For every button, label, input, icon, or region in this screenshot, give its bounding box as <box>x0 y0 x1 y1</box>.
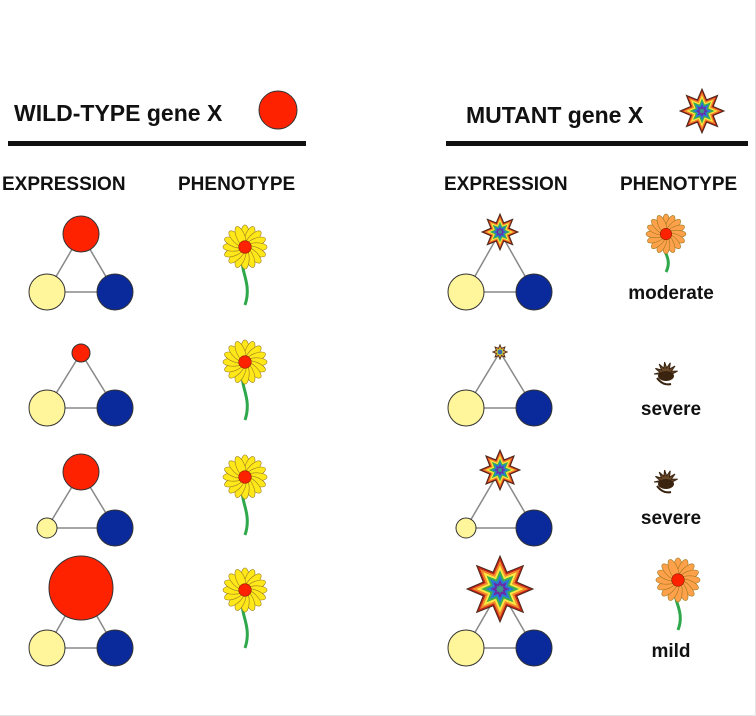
yellow-gene-node <box>28 273 66 311</box>
yellow-gene-node <box>28 629 66 667</box>
wild-flower-row3 <box>222 454 268 536</box>
mutant-network-row2 <box>447 343 553 427</box>
wild-network-row2 <box>28 343 134 427</box>
yellow-gene-node <box>36 517 58 539</box>
mutant-gene-x-star <box>465 554 535 624</box>
mutant-title: MUTANT gene X <box>466 102 644 128</box>
wild-flower-row1 <box>222 224 268 306</box>
mutant-flower-moderate <box>645 213 687 273</box>
wild-gene-x-node <box>62 453 100 491</box>
mutant-expression-header: EXPRESSION <box>444 174 568 195</box>
mutant-gene-x-star <box>478 448 522 492</box>
yellow-gene-node <box>447 389 485 427</box>
blue-gene-node <box>96 629 134 667</box>
wild-flower-row4 <box>222 567 268 649</box>
blue-gene-node <box>515 273 553 311</box>
wild-type-divider <box>8 141 306 146</box>
mutant-network-row4 <box>447 554 553 667</box>
wilted-petals <box>653 361 678 375</box>
flower-center <box>671 573 685 587</box>
severity-label-row1: moderate <box>628 283 714 304</box>
wild-flower-row2 <box>222 339 268 421</box>
flower-center <box>238 240 252 254</box>
wild-gene-x-node <box>48 555 114 621</box>
blue-gene-node <box>96 273 134 311</box>
yellow-gene-node <box>455 517 477 539</box>
wild-expression-header: EXPRESSION <box>2 174 126 195</box>
wild-type-gene-icon <box>258 90 298 130</box>
mutant-phenotype-header: PHENOTYPE <box>620 174 738 195</box>
wild-phenotype-header: PHENOTYPE <box>178 174 296 195</box>
blue-gene-node <box>515 389 553 427</box>
severity-label-row4: mild <box>651 641 691 662</box>
wild-network-row4 <box>28 555 134 667</box>
wild-gene-x-node <box>71 343 91 363</box>
blue-gene-node <box>515 509 553 547</box>
yellow-gene-node <box>447 629 485 667</box>
flower-center <box>238 470 252 484</box>
flower-center <box>238 355 252 369</box>
flower-center <box>659 228 672 241</box>
flower-center <box>238 583 252 597</box>
wild-type-title: WILD-TYPE gene X <box>14 100 223 126</box>
mutant-wilted-flower-row2 <box>653 361 678 386</box>
mutant-gene-x-star <box>480 212 520 252</box>
severity-label-row2: severe <box>640 399 702 420</box>
wilted-petals <box>653 469 678 483</box>
yellow-gene-node <box>28 389 66 427</box>
mutant-gene-icon <box>678 87 726 135</box>
blue-gene-node <box>96 509 134 547</box>
mutant-wilted-flower-row3 <box>653 469 678 494</box>
wilted-center <box>658 371 674 381</box>
wild-network-row1 <box>28 215 134 311</box>
blue-gene-node <box>96 389 134 427</box>
wilted-stem <box>656 377 672 386</box>
mutant-network-row1 <box>447 212 553 311</box>
wilted-center <box>658 479 674 489</box>
blue-gene-node <box>515 629 553 667</box>
mutant-gene-x-star <box>491 343 509 361</box>
wilted-stem <box>656 485 672 494</box>
mutant-divider <box>446 141 748 146</box>
wild-network-row3 <box>36 453 134 547</box>
severity-label-row3: severe <box>640 508 702 529</box>
yellow-gene-node <box>447 273 485 311</box>
wild-gene-x-node <box>62 215 100 253</box>
mutant-network-row3 <box>455 448 553 547</box>
mutant-flower-mild <box>655 557 701 631</box>
